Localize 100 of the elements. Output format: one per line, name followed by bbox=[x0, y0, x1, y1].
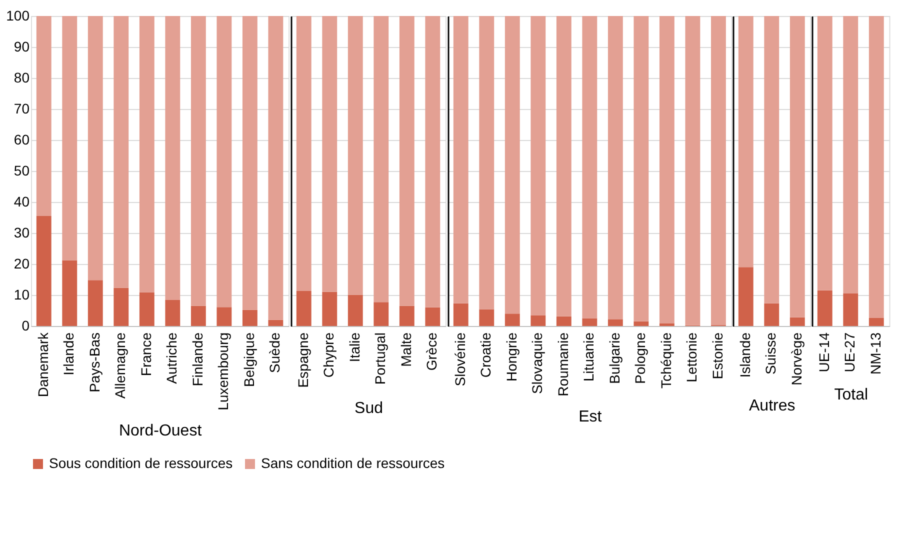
bar bbox=[659, 16, 674, 324]
bar bbox=[322, 292, 338, 326]
bar bbox=[582, 16, 598, 318]
x-tick-label: Norvège bbox=[788, 332, 804, 386]
bar bbox=[114, 288, 129, 326]
y-tick-label: 60 bbox=[14, 132, 30, 148]
bar bbox=[817, 16, 832, 290]
bar bbox=[62, 260, 78, 326]
bar bbox=[608, 319, 623, 326]
x-tick-label: Belgique bbox=[240, 332, 257, 387]
x-tick-label: UE-27 bbox=[842, 332, 858, 372]
bar bbox=[868, 318, 884, 326]
bar bbox=[399, 306, 414, 326]
bar bbox=[843, 16, 858, 294]
x-tick-label: Pays-Bas bbox=[86, 332, 102, 392]
y-tick-label: 70 bbox=[14, 100, 30, 116]
bar bbox=[556, 16, 572, 316]
x-axis-title: Est bbox=[578, 408, 602, 426]
bar bbox=[374, 302, 389, 326]
x-tick-label: Slovaquie bbox=[529, 332, 546, 394]
y-tick-label: 10 bbox=[14, 286, 30, 302]
bar bbox=[242, 310, 258, 326]
x-axis-title: Total bbox=[834, 386, 868, 404]
bar bbox=[216, 16, 232, 308]
x-tick-label: Finlande bbox=[189, 332, 206, 386]
x-tick-label: Irlande bbox=[60, 332, 77, 376]
bar bbox=[296, 16, 312, 291]
bar bbox=[790, 16, 805, 318]
y-tick-label: 20 bbox=[14, 256, 30, 272]
bar bbox=[479, 309, 494, 326]
x-tick-label: Lituanie bbox=[580, 332, 597, 382]
bar bbox=[190, 16, 206, 306]
x-tick-label: Chypre bbox=[320, 332, 337, 378]
bar bbox=[530, 16, 546, 316]
bar bbox=[62, 16, 78, 260]
x-tick-label: Bulgarie bbox=[606, 332, 622, 384]
bar bbox=[88, 280, 103, 326]
x-tick-label: Islande bbox=[736, 332, 753, 378]
bar bbox=[504, 314, 520, 326]
bar bbox=[268, 320, 284, 326]
bar bbox=[556, 316, 572, 326]
y-tick-label: 30 bbox=[14, 224, 30, 240]
bar bbox=[242, 16, 258, 310]
bar bbox=[425, 307, 440, 326]
bar bbox=[582, 318, 598, 326]
x-tick-label: Hongrie bbox=[503, 332, 520, 382]
y-tick-label: 90 bbox=[14, 38, 30, 54]
x-axis-title: Sud bbox=[354, 400, 384, 417]
bar bbox=[634, 16, 649, 322]
bar bbox=[296, 290, 312, 326]
x-tick-label: Lettonie bbox=[684, 332, 700, 382]
legend-label: Sous condition de ressources bbox=[49, 455, 233, 471]
bar bbox=[608, 16, 623, 320]
bar bbox=[479, 16, 494, 310]
x-tick-label: Autriche bbox=[164, 332, 180, 384]
bar bbox=[374, 16, 389, 302]
bar bbox=[88, 16, 103, 280]
y-tick-label: 0 bbox=[22, 318, 30, 334]
legend-label: Sans condition de ressources bbox=[261, 455, 445, 471]
bar bbox=[659, 323, 674, 326]
bar bbox=[790, 317, 805, 326]
bar bbox=[165, 16, 180, 300]
bar bbox=[190, 306, 206, 326]
x-axis-title: Autres bbox=[749, 397, 796, 414]
bar bbox=[764, 303, 780, 326]
bar bbox=[453, 303, 468, 326]
bar bbox=[36, 216, 52, 326]
bar bbox=[165, 300, 180, 326]
bar bbox=[399, 16, 414, 306]
x-tick-label: Danemark bbox=[34, 332, 51, 398]
x-tick-label: Tchéquie bbox=[658, 332, 674, 389]
x-tick-label: Malte bbox=[398, 332, 414, 367]
bar bbox=[36, 16, 52, 216]
x-tick-label: UE-14 bbox=[816, 332, 832, 372]
bar bbox=[710, 16, 726, 326]
bar bbox=[685, 16, 700, 326]
bar bbox=[425, 16, 440, 308]
bar bbox=[817, 290, 832, 326]
x-axis-title: Nord-Ouest bbox=[118, 422, 202, 440]
bar bbox=[139, 292, 154, 326]
x-tick-label: Grèce bbox=[424, 332, 440, 371]
x-tick-label: France bbox=[138, 332, 154, 376]
bar bbox=[216, 307, 232, 326]
y-tick-label: 100 bbox=[6, 8, 30, 24]
bar bbox=[348, 16, 363, 295]
bar bbox=[634, 321, 649, 326]
x-tick-label: Espagne bbox=[294, 332, 311, 388]
x-tick-label: Croatie bbox=[478, 332, 494, 378]
x-tick-label: Pologne bbox=[632, 332, 648, 384]
bar bbox=[348, 294, 363, 326]
bar bbox=[868, 16, 884, 318]
x-tick-label: Allemagne bbox=[112, 332, 128, 399]
y-tick-label: 50 bbox=[14, 162, 30, 178]
y-tick-label: 80 bbox=[14, 70, 30, 86]
bar bbox=[764, 16, 780, 304]
bar bbox=[453, 16, 468, 304]
bar bbox=[843, 293, 858, 326]
bar bbox=[738, 267, 754, 326]
x-tick-label: Suède bbox=[266, 332, 283, 373]
bar bbox=[530, 315, 546, 326]
